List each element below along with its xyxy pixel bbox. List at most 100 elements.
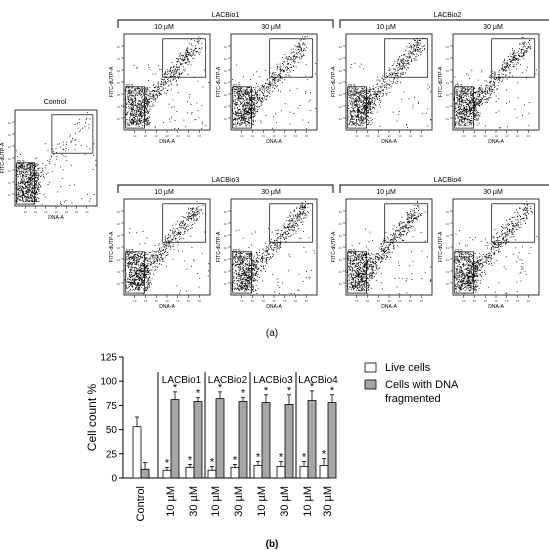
event-dot — [136, 110, 138, 111]
event-dot — [277, 80, 279, 82]
event-dot — [352, 103, 354, 105]
event-dot — [271, 80, 273, 82]
event-dot — [267, 83, 269, 85]
event-dot — [492, 89, 493, 91]
event-dot — [460, 95, 462, 97]
event-dot — [178, 69, 180, 70]
event-dot — [475, 110, 477, 112]
event-dot — [34, 180, 36, 182]
event-dot — [154, 94, 156, 96]
event-dot — [144, 100, 146, 102]
event-dot — [131, 123, 133, 125]
event-dot — [468, 95, 470, 97]
event-dot — [453, 96, 455, 98]
event-dot — [23, 186, 25, 188]
event-dot — [251, 90, 253, 92]
event-dot — [143, 106, 144, 107]
event-dot — [393, 72, 395, 74]
event-dot — [392, 74, 394, 76]
event-dot — [480, 90, 482, 92]
event-dot — [24, 168, 26, 170]
event-dot — [368, 91, 370, 92]
event-dot — [171, 238, 173, 240]
event-dot — [361, 116, 363, 118]
event-dot — [161, 86, 163, 88]
event-dot — [396, 120, 398, 122]
event-dot — [250, 105, 251, 107]
event-dot — [357, 109, 359, 111]
event-dot — [171, 117, 172, 119]
event-dot — [128, 124, 130, 126]
event-dot — [148, 282, 150, 284]
event-dot — [471, 124, 473, 126]
event-dot — [140, 104, 142, 106]
event-dot — [240, 102, 242, 104]
event-dot — [459, 118, 461, 120]
event-dot — [352, 97, 354, 99]
event-dot — [365, 108, 367, 110]
event-dot — [454, 104, 456, 106]
event-dot — [247, 91, 248, 93]
event-dot — [155, 73, 157, 75]
event-dot — [381, 77, 383, 79]
event-dot — [172, 258, 174, 260]
event-dot — [254, 98, 256, 100]
event-dot — [463, 108, 465, 110]
event-dot — [27, 197, 29, 199]
event-dot — [152, 255, 154, 257]
event-dot — [304, 36, 306, 38]
event-dot — [49, 161, 51, 163]
event-dot — [250, 107, 252, 109]
event-dot — [370, 106, 372, 108]
event-dot — [255, 92, 257, 94]
event-dot — [132, 118, 134, 120]
event-dot — [126, 103, 128, 105]
event-dot — [187, 59, 189, 61]
plot-frame — [14, 109, 98, 207]
event-dot — [249, 104, 251, 106]
event-dot — [267, 95, 269, 97]
event-dot — [238, 88, 240, 90]
event-dot — [408, 63, 410, 65]
event-dot — [419, 42, 421, 44]
event-dot — [365, 99, 367, 101]
event-dot — [399, 65, 401, 67]
event-dot — [407, 62, 409, 64]
x-axis-label: DNA-A — [266, 139, 282, 145]
event-dot — [284, 61, 286, 63]
event-dot — [22, 194, 24, 196]
event-dot — [485, 86, 487, 88]
event-dot — [128, 95, 130, 97]
event-dot — [136, 120, 138, 122]
event-dot — [523, 54, 525, 56]
event-dot — [21, 165, 23, 166]
event-dot — [179, 233, 181, 235]
event-dot — [35, 190, 37, 192]
event-dot — [131, 275, 133, 277]
event-dot — [49, 158, 51, 160]
event-dot — [494, 74, 496, 76]
event-dot — [466, 103, 468, 105]
event-dot — [249, 122, 251, 124]
event-dot — [365, 105, 367, 107]
event-dot — [470, 97, 472, 99]
event-dot — [143, 119, 145, 121]
event-dot — [475, 100, 476, 102]
event-dot — [164, 76, 166, 78]
event-dot — [359, 101, 361, 102]
event-dot — [136, 123, 138, 125]
event-dot — [493, 89, 495, 91]
event-dot — [470, 92, 472, 94]
event-dot — [252, 91, 254, 93]
event-dot — [253, 95, 255, 96]
event-dot — [363, 103, 364, 105]
event-dot — [180, 63, 182, 65]
event-dot — [364, 102, 366, 104]
event-dot — [361, 89, 363, 91]
event-dot — [254, 96, 256, 98]
event-dot — [501, 69, 503, 71]
event-dot — [460, 104, 462, 106]
event-dot — [57, 143, 59, 145]
event-dot — [365, 117, 366, 119]
event-dot — [138, 269, 140, 271]
